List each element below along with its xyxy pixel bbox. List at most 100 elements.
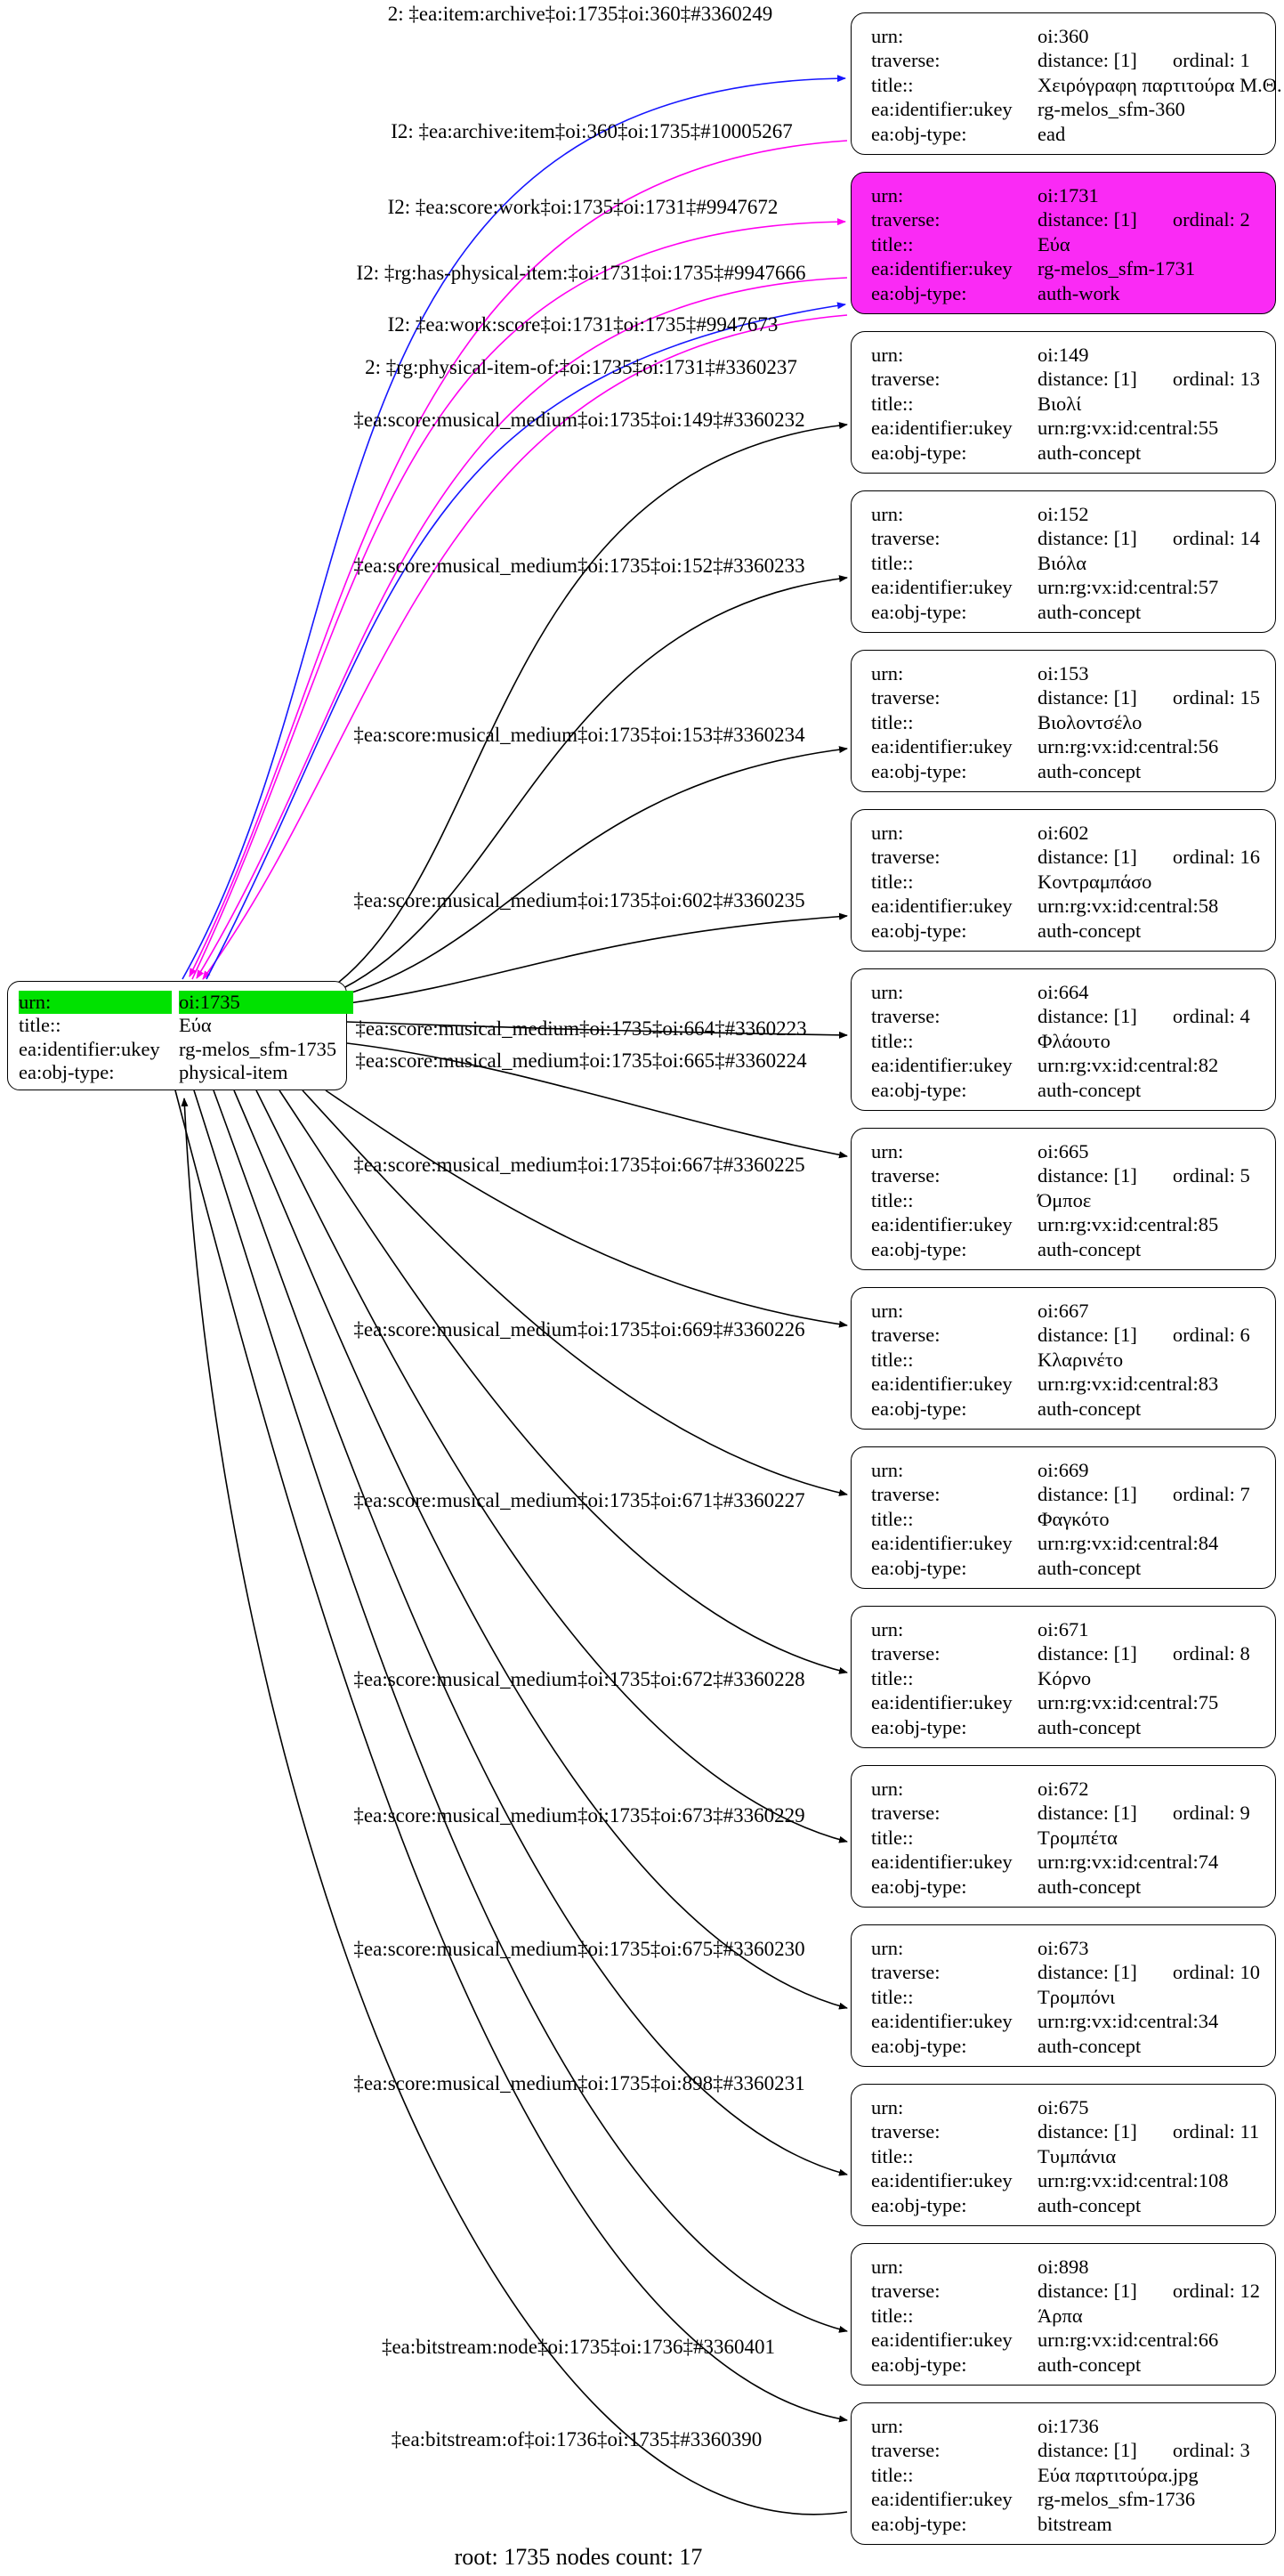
node-identifier-value: urn:rg:vx:id:central:83 bbox=[1038, 1373, 1219, 1396]
node-title-label: title:: bbox=[871, 1188, 914, 1211]
node-row-objtype: ea:obj-type: ead bbox=[871, 122, 1275, 146]
graph-node-oi-675[interactable]: urn: oi:675 traverse: distance: [1] ordin… bbox=[851, 2084, 1276, 2226]
node-objtype-label: ea:obj-type: bbox=[871, 759, 967, 782]
edge-black bbox=[325, 1090, 848, 1328]
node-row-objtype: ea:obj-type: auth-concept bbox=[871, 919, 1275, 943]
root-row-identifier: ea:identifier:ukey rg-melos_sfm-1735 bbox=[19, 1038, 346, 1061]
node-identifier-label: ea:identifier:ukey bbox=[871, 1213, 1013, 1236]
node-identifier-value: urn:rg:vx:id:central:75 bbox=[1038, 1691, 1219, 1714]
node-row-traverse: traverse: distance: [1] ordinal: 2 bbox=[871, 207, 1275, 231]
node-objtype-value: auth-concept bbox=[1038, 2034, 1142, 2057]
root-identifier-label: ea:identifier:ukey bbox=[19, 1037, 160, 1060]
node-urn-value: oi:664 bbox=[1038, 981, 1089, 1003]
node-identifier-label: ea:identifier:ukey bbox=[871, 2010, 1013, 2033]
graph-node-oi-667[interactable]: urn: oi:667 traverse: distance: [1] ordin… bbox=[851, 1287, 1276, 1430]
root-objtype-label: ea:obj-type: bbox=[19, 1060, 115, 1083]
node-ordinal-value: ordinal: 11 bbox=[1172, 2120, 1260, 2143]
node-row-identifier: ea:identifier:ukey urn:rg:vx:id:central:… bbox=[871, 1212, 1275, 1236]
node-identifier-value: urn:rg:vx:id:central:108 bbox=[1038, 2169, 1229, 2192]
graph-node-oi-898[interactable]: urn: oi:898 traverse: distance: [1] ordin… bbox=[851, 2243, 1276, 2386]
edge-black bbox=[181, 1098, 848, 2515]
graph-node-oi-1736[interactable]: urn: oi:1736 traverse: distance: [1] ordi… bbox=[851, 2402, 1276, 2545]
edge-label: ‡ea:score:musical_medium‡oi:1735‡oi:667‡… bbox=[353, 1154, 805, 1176]
node-identifier-value: urn:rg:vx:id:central:82 bbox=[1038, 1054, 1219, 1077]
node-traverse-label: traverse: bbox=[871, 1005, 941, 1028]
root-row-urn: urn: oi:1735 bbox=[19, 991, 353, 1014]
graph-node-oi-602[interactable]: urn: oi:602 traverse: distance: [1] ordin… bbox=[851, 809, 1276, 952]
root-row-title: title:: Εύα bbox=[19, 1014, 346, 1037]
node-row-identifier: ea:identifier:ukey rg-melos_sfm-360 bbox=[871, 97, 1275, 121]
node-distance-value: distance: [1] bbox=[1038, 2280, 1137, 2303]
edge-blue bbox=[182, 75, 846, 980]
node-urn-value: oi:669 bbox=[1038, 1459, 1089, 1481]
graph-node-oi-360[interactable]: urn: oi:360 traverse: distance: [1] ordin… bbox=[851, 12, 1282, 155]
node-identifier-label: ea:identifier:ukey bbox=[871, 2488, 1013, 2511]
edge-label: ‡ea:score:musical_medium‡oi:1735‡oi:149‡… bbox=[353, 409, 805, 431]
node-traverse-label: traverse: bbox=[871, 1164, 941, 1187]
node-urn-value: oi:602 bbox=[1038, 822, 1089, 844]
node-distance-value: distance: [1] bbox=[1038, 208, 1137, 231]
graph-node-oi-665[interactable]: urn: oi:665 traverse: distance: [1] ordin… bbox=[851, 1128, 1276, 1270]
node-ordinal-value: ordinal: 10 bbox=[1172, 1961, 1260, 1984]
node-traverse-label: traverse: bbox=[871, 368, 941, 391]
node-title-label: title:: bbox=[871, 551, 914, 574]
node-objtype-label: ea:obj-type: bbox=[871, 1556, 967, 1579]
node-row-identifier: ea:identifier:ukey urn:rg:vx:id:central:… bbox=[871, 1531, 1275, 1555]
graph-node-oi-152[interactable]: urn: oi:152 traverse: distance: [1] ordin… bbox=[851, 490, 1276, 633]
node-objtype-value: auth-work bbox=[1038, 281, 1120, 304]
edge-label: ‡ea:score:musical_medium‡oi:1735‡oi:672‡… bbox=[353, 1668, 805, 1690]
node-traverse-label: traverse: bbox=[871, 208, 941, 231]
edge-label: ‡ea:score:musical_medium‡oi:1735‡oi:671‡… bbox=[353, 1489, 805, 1511]
node-urn-label: urn: bbox=[871, 1778, 904, 1800]
node-objtype-value: auth-concept bbox=[1038, 2353, 1142, 2376]
node-traverse-label: traverse: bbox=[871, 2120, 941, 2143]
node-traverse-label: traverse: bbox=[871, 49, 941, 72]
graph-node-oi-671[interactable]: urn: oi:671 traverse: distance: [1] ordin… bbox=[851, 1606, 1276, 1748]
graph-node-oi-664[interactable]: urn: oi:664 traverse: distance: [1] ordin… bbox=[851, 968, 1276, 1111]
node-row-title: title:: Κόρνο bbox=[871, 1666, 1275, 1690]
node-row-traverse: traverse: distance: [1] ordinal: 14 bbox=[871, 526, 1275, 550]
graph-node-oi-1731[interactable]: urn: oi:1731 traverse: distance: [1] ordi… bbox=[851, 172, 1276, 314]
node-ordinal-value: ordinal: 15 bbox=[1172, 686, 1260, 709]
graph-node-oi-672[interactable]: urn: oi:672 traverse: distance: [1] ordin… bbox=[851, 1765, 1276, 1908]
node-row-traverse: traverse: distance: [1] ordinal: 12 bbox=[871, 2279, 1275, 2303]
node-row-traverse: traverse: distance: [1] ordinal: 10 bbox=[871, 1960, 1275, 1984]
node-objtype-value: auth-concept bbox=[1038, 441, 1142, 464]
node-row-identifier: ea:identifier:ukey urn:rg:vx:id:central:… bbox=[871, 1372, 1275, 1396]
node-row-identifier: ea:identifier:ukey rg-melos_sfm-1736 bbox=[871, 2487, 1275, 2511]
node-title-value: Κλαρινέτο bbox=[1038, 1348, 1124, 1371]
root-node-oi-1735[interactable]: urn: oi:1735 title:: Εύα ea:identifier:u… bbox=[7, 981, 353, 1090]
node-urn-value: oi:153 bbox=[1038, 662, 1089, 685]
node-row-objtype: ea:obj-type: auth-concept bbox=[871, 1237, 1275, 1261]
node-row-title: title:: Φαγκότο bbox=[871, 1507, 1275, 1531]
node-title-value: Τρομπέτα bbox=[1038, 1826, 1118, 1849]
node-row-identifier: ea:identifier:ukey urn:rg:vx:id:central:… bbox=[871, 1053, 1275, 1077]
node-title-label: title:: bbox=[871, 1507, 914, 1530]
node-urn-value: oi:673 bbox=[1038, 1937, 1089, 1959]
node-title-label: title:: bbox=[871, 392, 914, 415]
graph-node-oi-153[interactable]: urn: oi:153 traverse: distance: [1] ordin… bbox=[851, 650, 1276, 792]
node-row-title: title:: Βιόλα bbox=[871, 551, 1275, 575]
edge-label: ‡ea:score:musical_medium‡oi:1735‡oi:669‡… bbox=[353, 1318, 805, 1341]
node-title-value: Άρπα bbox=[1038, 2304, 1083, 2327]
node-urn-value: oi:1736 bbox=[1038, 2415, 1099, 2437]
edge-black bbox=[213, 1090, 848, 2176]
graph-node-oi-673[interactable]: urn: oi:673 traverse: distance: [1] ordin… bbox=[851, 1924, 1276, 2067]
node-row-urn: urn: oi:149 bbox=[871, 343, 1275, 367]
node-identifier-value: urn:rg:vx:id:central:57 bbox=[1038, 576, 1219, 599]
graph-node-oi-669[interactable]: urn: oi:669 traverse: distance: [1] ordin… bbox=[851, 1446, 1276, 1589]
node-title-value: Κόρνο bbox=[1038, 1666, 1092, 1689]
node-row-traverse: traverse: distance: [1] ordinal: 11 bbox=[871, 2119, 1275, 2143]
node-ordinal-value: ordinal: 13 bbox=[1172, 368, 1260, 391]
node-urn-value: oi:665 bbox=[1038, 1140, 1089, 1162]
edge-label: ‡ea:score:musical_medium‡oi:1735‡oi:152‡… bbox=[353, 555, 805, 577]
graph-node-oi-149[interactable]: urn: oi:149 traverse: distance: [1] ordin… bbox=[851, 331, 1276, 474]
node-row-objtype: ea:obj-type: auth-concept bbox=[871, 2034, 1275, 2058]
node-row-title: title:: Κλαρινέτο bbox=[871, 1348, 1275, 1372]
edge-label: ‡ea:score:musical_medium‡oi:1735‡oi:153‡… bbox=[353, 724, 805, 746]
node-urn-value: oi:675 bbox=[1038, 2096, 1089, 2118]
edge-black bbox=[337, 422, 848, 984]
node-urn-label: urn: bbox=[871, 503, 904, 525]
